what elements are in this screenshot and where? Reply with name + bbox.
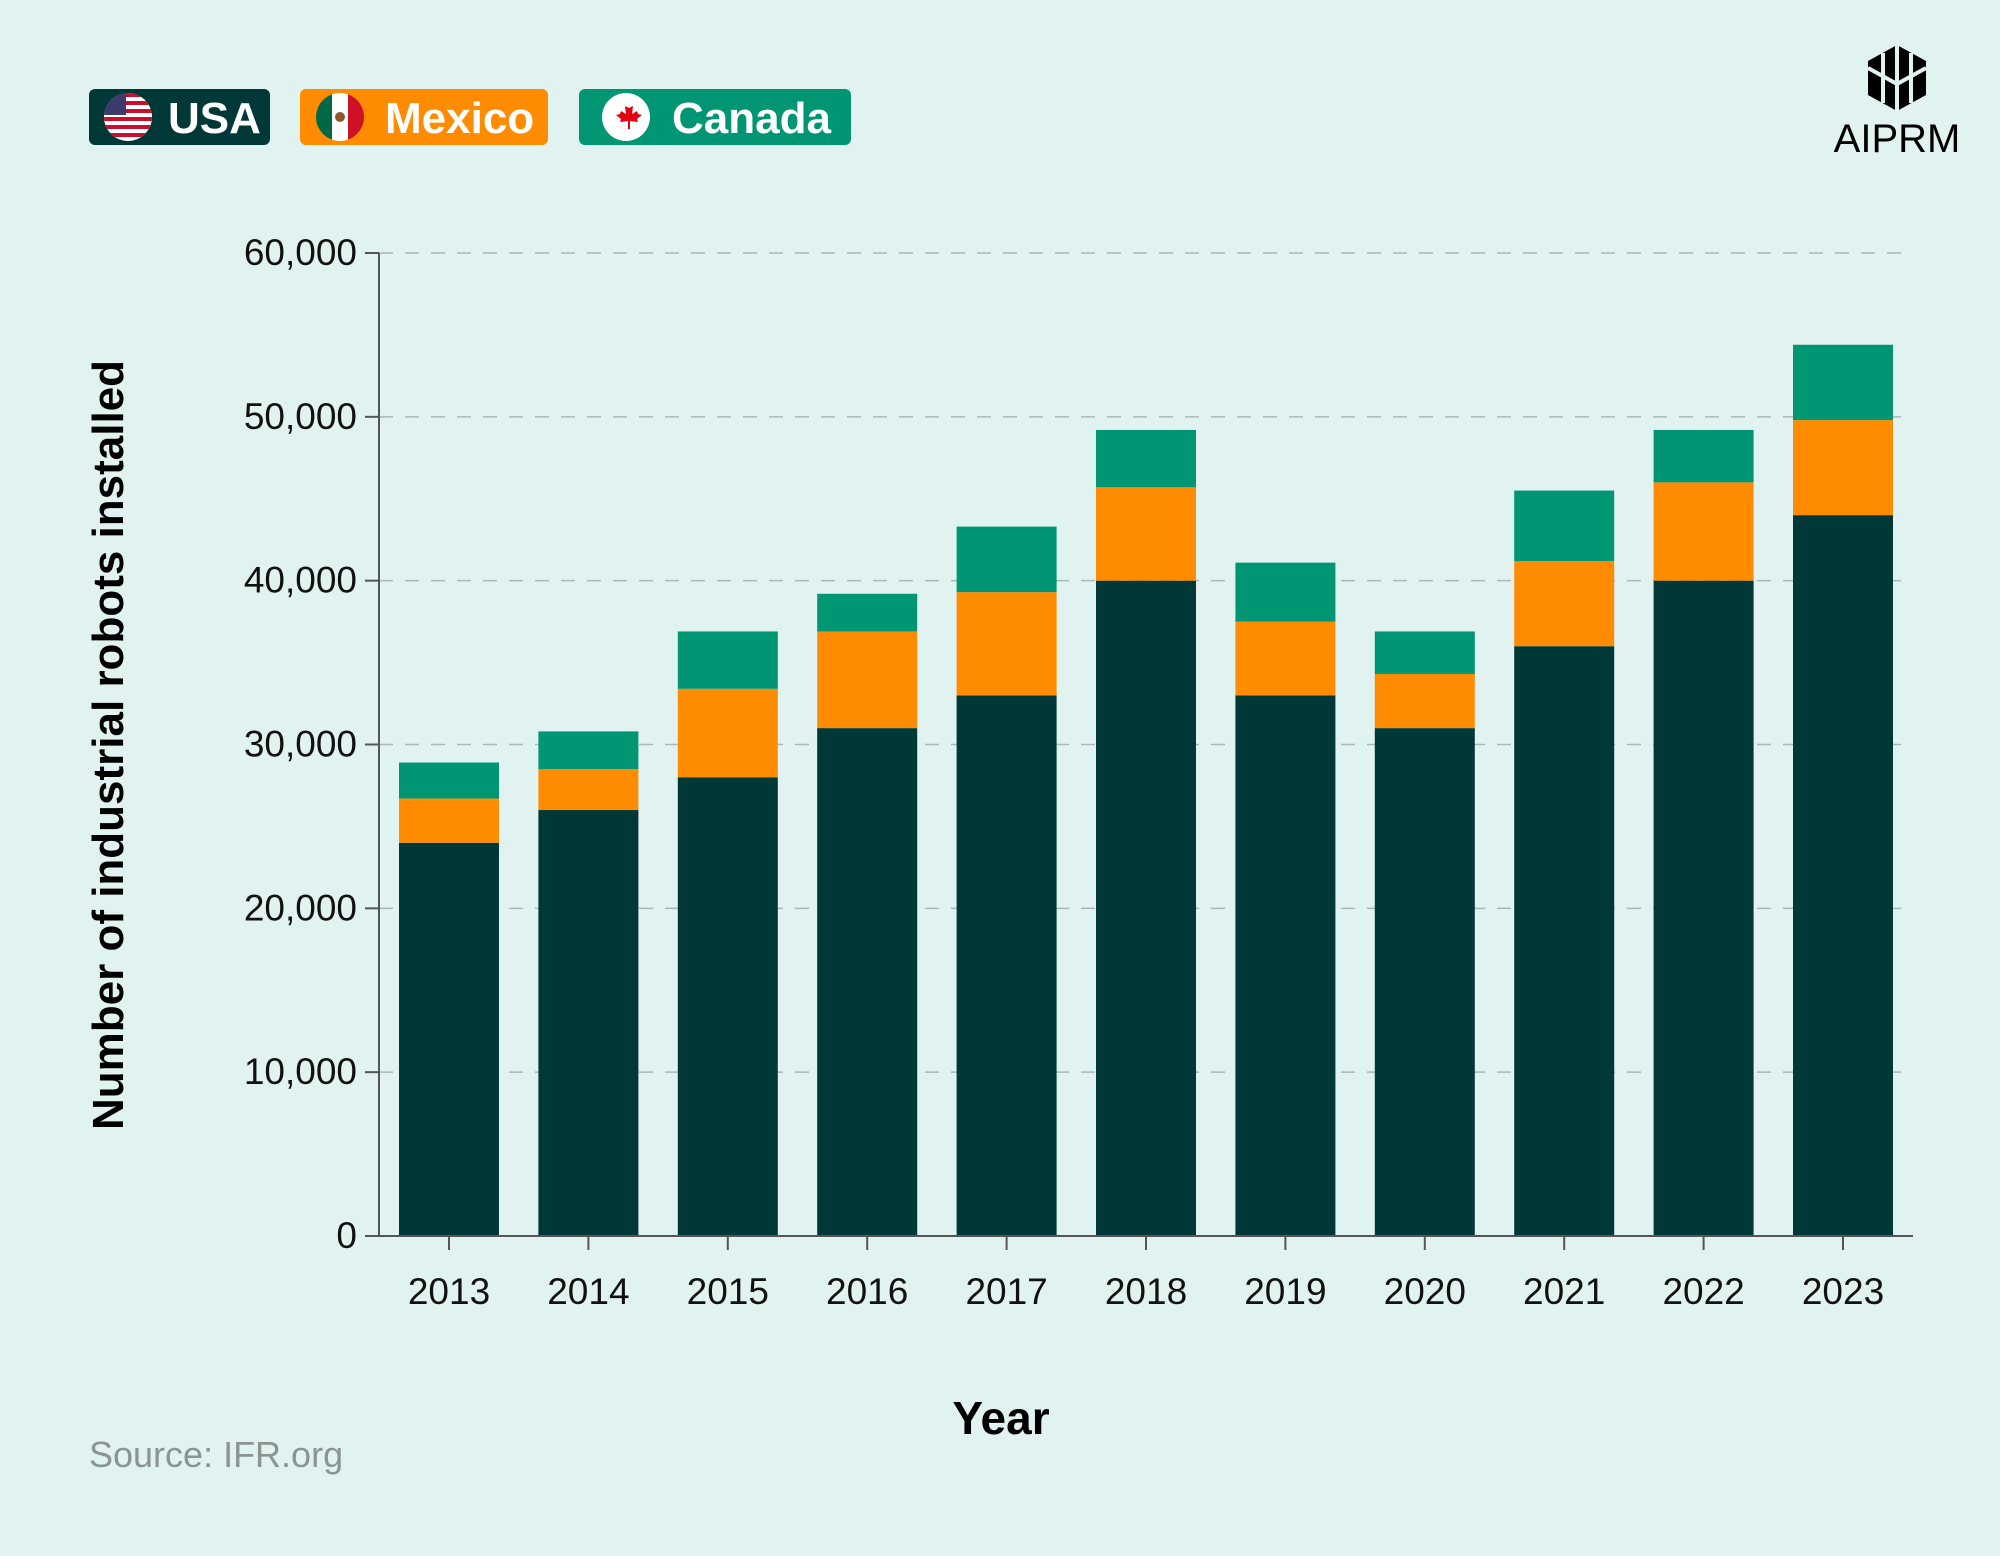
bar-mexico-2017 [956,592,1057,696]
logo-text: AIPRM [1834,117,1961,161]
bar-canada-2015 [677,631,778,689]
bar-usa-2014 [538,810,639,1236]
x-tick-label: 2019 [1244,1271,1326,1312]
y-ticks: 0 10,000 20,000 30,000 40,000 50,000 60,000 [244,232,379,1256]
bar-usa-2018 [1096,580,1196,1236]
bar-mexico-2018 [1096,487,1196,581]
legend-label-usa: USA [168,94,261,143]
legend-item-usa: USA [89,89,270,145]
bar-mexico-2016 [817,631,918,729]
bar-canada-2017 [956,526,1057,593]
x-tick-label: 2023 [1802,1271,1884,1312]
aiprm-logo: AIPRM [1834,45,1961,161]
bar-canada-2014 [538,731,639,770]
legend-swatch-mexico [300,89,548,145]
bar-usa-2015 [677,777,778,1236]
legend-item-canada: Canada [579,89,851,145]
y-axis-title: Number of industrial robots installed [84,360,133,1130]
x-tick-label: 2013 [408,1271,490,1312]
bar-mexico-2020 [1374,674,1475,729]
bar-mexico-2022 [1653,482,1754,581]
bar-canada-2021 [1514,490,1615,562]
legend-item-mexico: Mexico [300,89,548,145]
x-axis-title: Year [952,1392,1049,1444]
x-tick-label: 2020 [1384,1271,1466,1312]
bar-mexico-2021 [1514,561,1615,647]
y-tick-label: 20,000 [244,887,357,928]
usa-flag-icon [104,93,152,141]
y-tick-label: 10,000 [244,1051,357,1092]
bar-mexico-2013 [399,798,499,843]
legend-swatch-canada [579,89,851,145]
bar-usa-2016 [817,728,918,1236]
y-tick-label: 60,000 [244,232,357,273]
legend: USA Mexico Canada [89,89,851,145]
bar-canada-2013 [399,762,499,799]
canada-flag-icon [602,93,650,141]
bar-usa-2021 [1514,646,1615,1236]
bars [399,344,1893,1236]
x-tick-label: 2016 [826,1271,908,1312]
bar-mexico-2015 [677,688,778,778]
y-tick-label: 30,000 [244,724,357,765]
bar-mexico-2019 [1235,621,1336,696]
bar-usa-2022 [1653,580,1754,1236]
x-tick-label: 2014 [547,1271,629,1312]
y-tick-label: 40,000 [244,560,357,601]
x-tick-label: 2021 [1523,1271,1605,1312]
source-note: Source: IFR.org [89,1434,343,1475]
bar-usa-2013 [399,842,499,1236]
bar-usa-2020 [1374,728,1475,1236]
bar-usa-2019 [1235,695,1336,1236]
mexico-flag-icon [316,93,364,141]
x-tick-label: 2018 [1105,1271,1187,1312]
legend-label-canada: Canada [672,94,831,143]
bar-canada-2018 [1096,429,1196,488]
bar-canada-2022 [1653,429,1754,483]
x-tick-label: 2022 [1662,1271,1744,1312]
legend-label-mexico: Mexico [385,94,534,143]
bar-usa-2017 [956,695,1057,1236]
x-tick-label: 2015 [687,1271,769,1312]
bar-canada-2019 [1235,562,1336,622]
bar-canada-2016 [817,593,918,632]
aiprm-logo-icon [1867,45,1927,111]
bar-mexico-2014 [538,769,639,811]
y-tick-label: 50,000 [244,396,357,437]
x-tick-label: 2017 [965,1271,1047,1312]
bar-canada-2020 [1374,631,1475,675]
x-ticks: 2013 2014 2015 2016 2017 2018 2019 2020 2021 2022… [408,1236,1884,1312]
y-tick-label: 0 [336,1215,357,1256]
bar-usa-2023 [1793,515,1893,1236]
bar-canada-2023 [1793,344,1893,421]
bar-mexico-2023 [1793,420,1893,516]
